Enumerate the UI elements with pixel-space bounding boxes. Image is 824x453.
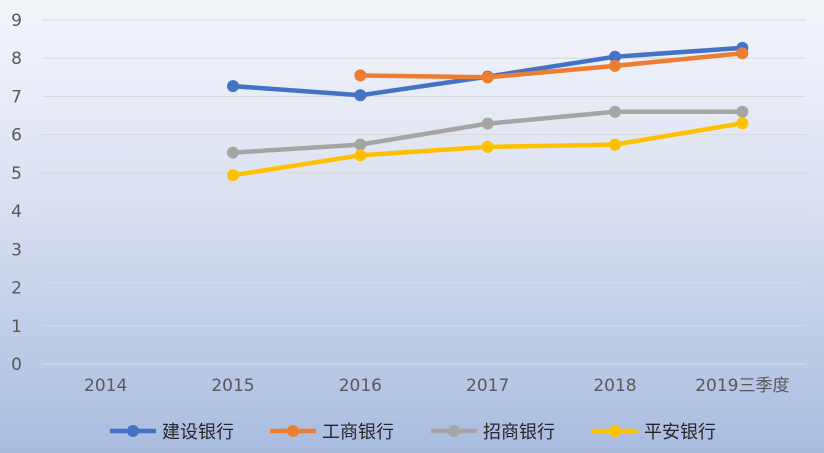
data-point	[481, 117, 494, 130]
data-point	[227, 146, 239, 159]
legend-label: 工商银行	[322, 422, 394, 443]
y-tick-label: 2	[11, 279, 22, 299]
legend-item: 招商银行	[431, 422, 555, 443]
y-tick-label: 3	[11, 240, 22, 260]
legend-item: 建设银行	[110, 422, 234, 443]
gridlines	[42, 19, 806, 365]
x-tick-label: 2019三季度	[695, 376, 789, 396]
data-point	[354, 89, 367, 102]
legend-item: 工商银行	[270, 422, 394, 443]
legend-swatch-marker	[609, 425, 621, 437]
y-tick-label: 4	[11, 202, 22, 222]
data-point	[609, 138, 621, 151]
x-tick-label: 2016	[339, 376, 382, 396]
y-tick-label: 6	[11, 126, 22, 146]
x-tick-label: 2014	[84, 376, 127, 396]
data-point	[609, 50, 621, 63]
data-point	[736, 105, 749, 118]
legend-label: 平安银行	[644, 422, 716, 443]
data-point	[609, 59, 621, 72]
legend-swatch-marker	[127, 425, 139, 437]
y-tick-label: 9	[11, 11, 22, 31]
data-point	[227, 80, 239, 93]
x-tick-label: 2017	[466, 376, 509, 396]
legend-item: 平安银行	[592, 422, 716, 443]
x-tick-label: 2015	[211, 376, 254, 396]
legend: 建设银行 工商银行 招商银行 平安银行	[110, 422, 716, 443]
y-tick-label: 0	[11, 355, 22, 375]
series-3	[227, 105, 749, 159]
y-tick-label: 8	[11, 49, 22, 69]
legend-swatch-marker	[287, 425, 299, 437]
series-2	[354, 47, 749, 84]
data-point	[609, 105, 621, 118]
series-lines	[227, 41, 749, 182]
y-tick-label: 1	[11, 317, 22, 337]
legend-label: 建设银行	[162, 422, 234, 443]
series-4	[227, 117, 749, 182]
data-point	[736, 117, 749, 130]
y-axis-ticks: 0 1 2 3 4 5 6 7 8 9	[11, 11, 22, 375]
x-tick-label: 2018	[593, 376, 636, 396]
y-tick-label: 7	[11, 87, 22, 107]
data-point	[481, 140, 494, 153]
legend-swatch-marker	[448, 425, 460, 437]
series-line	[358, 51, 745, 80]
data-point	[354, 138, 367, 151]
data-point	[354, 149, 367, 162]
y-tick-label: 5	[11, 164, 22, 184]
data-point	[736, 47, 749, 60]
data-point	[354, 69, 367, 82]
data-point	[227, 169, 239, 182]
x-axis-ticks: 2014 2015 2016 2017 2018 2019三季度	[84, 376, 789, 396]
legend-label: 招商银行	[483, 422, 555, 443]
data-point	[481, 71, 494, 84]
